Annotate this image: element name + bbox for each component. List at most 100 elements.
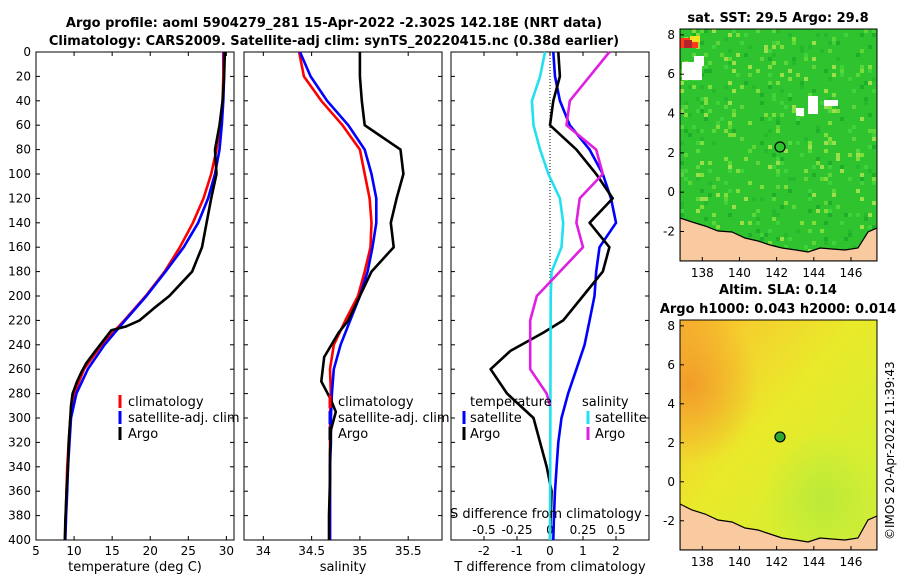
series-line-salinity-argo xyxy=(528,51,611,407)
sst-land-coast xyxy=(680,217,877,261)
sst-hot-patch xyxy=(690,36,700,42)
sst-pixel xyxy=(868,45,872,49)
sst-pixel xyxy=(768,81,772,85)
sst-pixel xyxy=(852,89,856,93)
sst-pixel xyxy=(848,229,852,233)
sst-pixel xyxy=(816,161,820,165)
depth-tick-label: 320 xyxy=(8,435,31,449)
sst-pixel xyxy=(700,197,704,201)
sst-pixel xyxy=(716,101,720,105)
sst-pixel xyxy=(812,173,816,177)
sst-pixel xyxy=(840,117,844,121)
sst-pixel xyxy=(756,221,760,225)
sst-pixel xyxy=(860,153,864,157)
sst-cloud-gap xyxy=(694,56,704,66)
sst-pixel xyxy=(756,161,760,165)
sst-pixel xyxy=(688,85,692,89)
series-line-temperature-argo xyxy=(489,51,615,541)
x-tick-label: 10 xyxy=(66,544,81,558)
sst-pixel xyxy=(832,93,836,97)
sst-pixel xyxy=(796,73,800,77)
sst-pixel xyxy=(812,193,816,197)
sst-pixel xyxy=(764,45,768,49)
depth-tick-label: 260 xyxy=(8,362,31,376)
map-y-tick-label: 2 xyxy=(667,436,675,450)
x-tick-label: 20 xyxy=(143,544,158,558)
sst-pixel xyxy=(696,197,700,201)
sst-pixel xyxy=(716,125,720,129)
sst-pixel xyxy=(872,29,876,33)
sst-pixel xyxy=(812,41,816,45)
sst-pixel xyxy=(736,33,740,37)
sst-pixel xyxy=(856,213,860,217)
sst-pixel xyxy=(720,117,724,121)
sst-pixel xyxy=(772,213,776,217)
x-tick-label: 34.5 xyxy=(298,544,325,558)
depth-tick-label: 220 xyxy=(8,313,31,327)
sst-pixel xyxy=(800,45,804,49)
sst-pixel xyxy=(812,65,816,69)
sst-pixel xyxy=(828,165,832,169)
sst-pixel xyxy=(796,141,800,145)
sst-pixel xyxy=(748,45,752,49)
sla-map-title: Altim. SLA: 0.14 xyxy=(719,283,837,298)
sst-pixel xyxy=(848,77,852,81)
sst-pixel xyxy=(680,81,684,85)
sst-pixel xyxy=(872,129,876,133)
sst-pixel xyxy=(712,185,716,189)
sst-pixel xyxy=(680,201,684,205)
temperature-axis-label: temperature (deg C) xyxy=(68,560,202,575)
temperature-legend: climatology satellite-adj. clim Argo xyxy=(118,395,240,442)
s-diff-tick-label: 0.5 xyxy=(606,523,625,537)
sst-pixel xyxy=(836,41,840,45)
sst-pixel xyxy=(700,41,704,45)
legend-label-t-argo: Argo xyxy=(470,427,500,442)
depth-tick-label: 340 xyxy=(8,460,31,474)
sst-pixel xyxy=(728,125,732,129)
sst-pixel xyxy=(824,241,828,245)
argo-location-marker xyxy=(774,141,786,153)
sst-pixel xyxy=(724,57,728,61)
sst-pixel xyxy=(708,169,712,173)
sst-pixel xyxy=(716,225,720,229)
sst-pixel xyxy=(808,209,812,213)
legend-label-climatology: climatology xyxy=(338,395,414,410)
sst-pixel xyxy=(824,149,828,153)
figure-title-line1: Argo profile: aoml 5904279_281 15-Apr-20… xyxy=(66,16,602,31)
sst-pixel xyxy=(680,209,684,213)
sst-pixel xyxy=(728,61,732,65)
sst-pixel xyxy=(748,73,752,77)
sst-pixel xyxy=(868,145,872,149)
series-line-salinity-satellite xyxy=(530,51,565,541)
salinity-chart: 34 34.5 35 35.5 xyxy=(244,51,442,558)
sst-pixel xyxy=(764,49,768,53)
sst-pixel xyxy=(724,193,728,197)
sst-pixel xyxy=(812,221,816,225)
sst-pixel xyxy=(684,169,688,173)
sst-map-axes: 138 140 142 144 146 8 6 4 2 0 -2 xyxy=(663,28,862,280)
sst-pixel xyxy=(856,157,860,161)
sst-pixel xyxy=(712,221,716,225)
sst-pixel xyxy=(828,109,832,113)
sst-pixel xyxy=(868,113,872,117)
sst-pixel xyxy=(824,133,828,137)
sst-pixel xyxy=(844,33,848,37)
sst-pixel xyxy=(856,189,860,193)
sst-pixel xyxy=(872,137,876,141)
sst-pixel xyxy=(824,201,828,205)
sst-pixel xyxy=(772,193,776,197)
sst-pixel xyxy=(852,137,856,141)
sla-map xyxy=(680,320,877,550)
x-tick-label: 0 xyxy=(546,544,554,558)
sst-pixel xyxy=(708,69,712,73)
sst-map-frame xyxy=(679,28,878,262)
sst-pixel xyxy=(748,121,752,125)
sst-pixel xyxy=(776,173,780,177)
depth-tick-labels: 0 20 40 60 80 100 120 140 160 180 200 220 240 260 280 3… xyxy=(8,45,31,547)
sst-pixel xyxy=(700,105,704,109)
sst-pixel xyxy=(688,181,692,185)
sst-pixel xyxy=(864,29,868,33)
sst-pixel xyxy=(828,181,832,185)
sst-pixel xyxy=(872,145,876,149)
sst-pixel xyxy=(840,65,844,69)
